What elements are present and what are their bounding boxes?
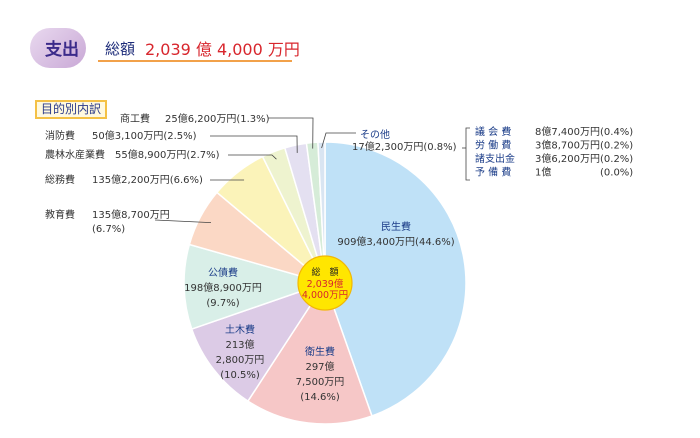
slice-label-value: (9.7%)	[206, 298, 239, 309]
slice-label-value: 7,500万円	[296, 377, 345, 388]
leader-line	[154, 219, 212, 224]
breakdown-amount: 3億6,200万円	[535, 152, 600, 165]
label-amount: 50億3,100万円(2.5%)	[92, 129, 197, 142]
pie-slice	[183, 243, 328, 331]
slice-label-name: 公債費	[208, 266, 238, 279]
center-circle	[297, 255, 353, 311]
label-amount: 135億8,700万円	[92, 208, 170, 221]
breakdown-name: 諸支出金	[475, 152, 515, 165]
slice-label-value: (10.5%)	[220, 370, 260, 381]
section-label: 目的別内訳	[35, 100, 108, 119]
leader-line	[228, 154, 277, 160]
leader-line	[321, 132, 356, 149]
label-amount: 55億8,900万円(2.7%)	[115, 148, 220, 161]
breakdown-percent: (0.0%)	[600, 168, 633, 179]
slice-label-value: 213億	[225, 338, 254, 351]
slice-label-name: 民生費	[381, 220, 411, 233]
pie-slice	[324, 141, 467, 417]
label-name: 消防費	[45, 129, 75, 142]
breakdown-percent: (0.2%)	[600, 154, 633, 165]
leader-line	[268, 117, 314, 149]
section-badge	[30, 28, 86, 68]
label-name: 商工費	[120, 112, 150, 125]
slice-label-name: 衛生費	[305, 345, 335, 358]
total-label: 総額	[105, 40, 136, 58]
label-percent: (6.7%)	[92, 224, 125, 235]
breakdown-name: 予 備 費	[475, 166, 511, 179]
pie-slice	[246, 281, 373, 425]
label-amount: 135億2,200万円(6.6%)	[92, 173, 203, 186]
center-title: 総 額	[311, 266, 338, 278]
slice-label-value: 198億8,900万円	[184, 281, 262, 294]
breakdown-percent: (0.4%)	[600, 127, 633, 138]
pie-slice	[317, 141, 326, 284]
breakdown-bracket	[465, 127, 470, 181]
slice-label-value: 297億	[305, 360, 334, 373]
total-value: 2,039 億 4,000 万円	[145, 40, 300, 59]
breakdown-amount: 1億	[535, 166, 551, 179]
label-amount: 17億2,300万円(0.8%)	[352, 140, 457, 153]
slice-label-value: 909億3,400万円(44.6%)	[337, 235, 454, 248]
label-name: 教育費	[45, 208, 75, 221]
label-name: 農林水産業費	[45, 148, 105, 161]
center-value-line2: 4,000万円	[302, 290, 348, 301]
breakdown-amount: 3億8,700万円	[535, 139, 600, 152]
center-value-line1: 2,039億	[307, 278, 344, 290]
breakdown-name: 議 会 費	[475, 125, 511, 138]
section-badge-label: 支出	[45, 40, 79, 60]
label-name: 総務費	[45, 173, 75, 186]
breakdown-amount: 8億7,400万円	[535, 125, 600, 138]
label-amount: 25億6,200万円(1.3%)	[165, 112, 270, 125]
leader-line	[210, 135, 298, 153]
breakdown-name: 労 働 費	[475, 139, 511, 152]
pie-slice	[190, 281, 327, 403]
title-underline	[98, 60, 292, 62]
slice-label-value: 2,800万円	[216, 355, 265, 366]
breakdown-percent: (0.2%)	[600, 141, 633, 152]
header: 支出 総額 2,039 億 4,000 万円	[0, 0, 700, 80]
label-name: その他	[360, 128, 390, 141]
slice-label-value: (14.6%)	[300, 392, 340, 403]
slice-label-name: 土木費	[225, 323, 255, 336]
